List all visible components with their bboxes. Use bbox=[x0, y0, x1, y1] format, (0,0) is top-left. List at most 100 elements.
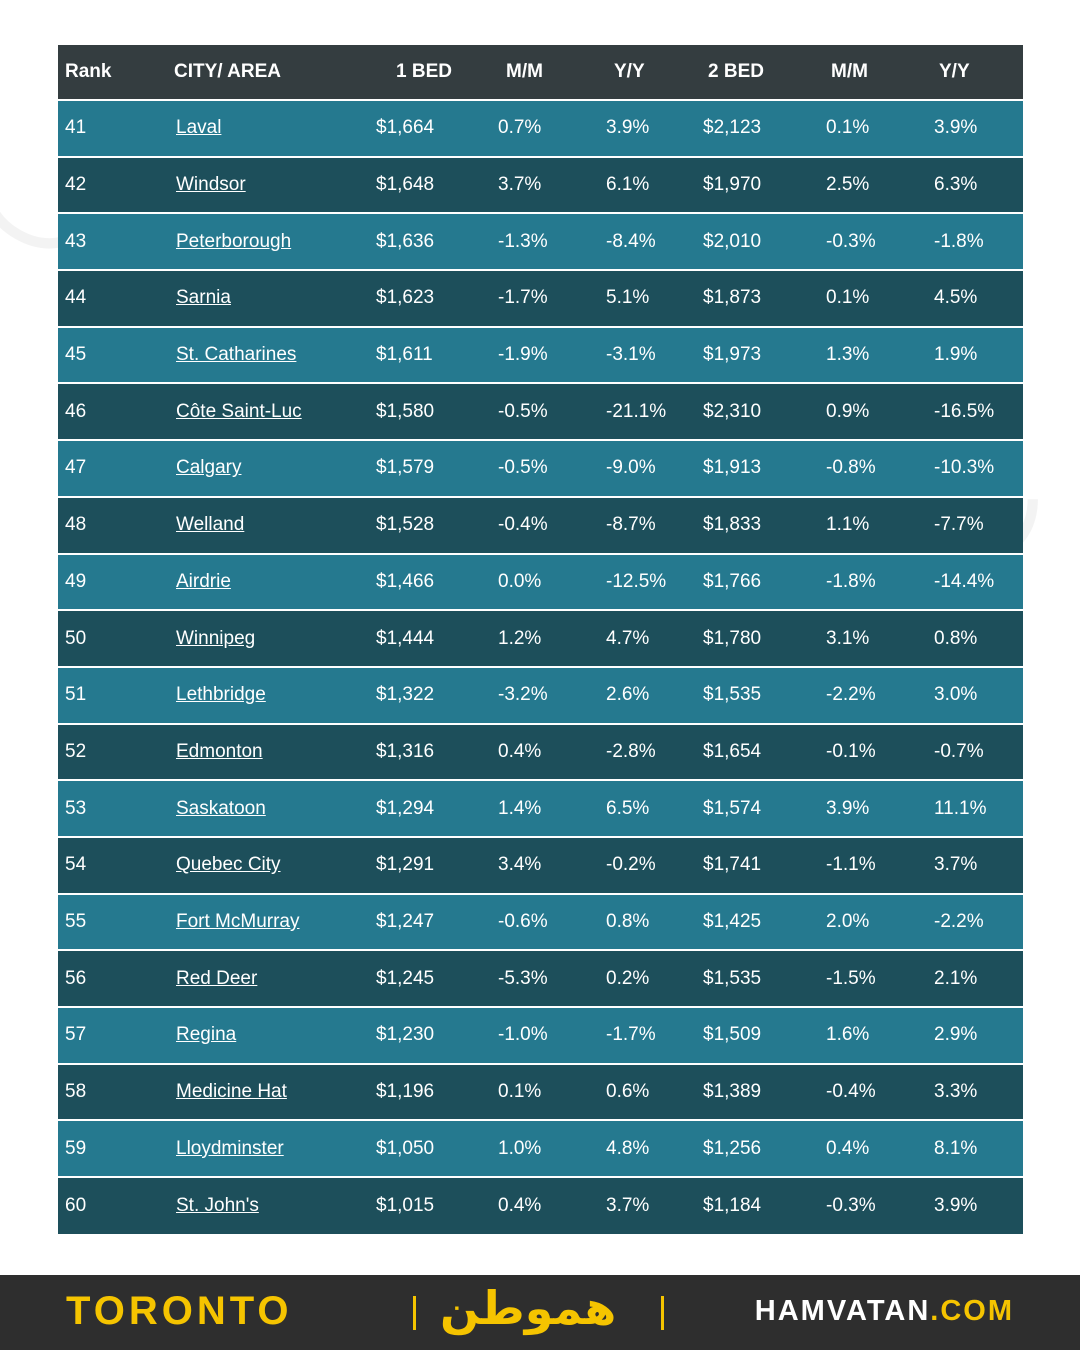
city-link[interactable]: Red Deer bbox=[176, 967, 258, 989]
city-cell[interactable]: Regina bbox=[166, 1007, 366, 1064]
city-cell[interactable]: Medicine Hat bbox=[166, 1064, 366, 1121]
two-bed-yy-cell: -2.2% bbox=[934, 910, 984, 932]
one-bed-yy-cell: 3.9% bbox=[606, 117, 650, 139]
city-cell[interactable]: Saskatoon bbox=[166, 780, 366, 837]
two-bed-cell: $1,654 bbox=[703, 740, 762, 762]
rank-cell: 49 bbox=[65, 570, 87, 592]
hamvatan-logo: هموطن bbox=[440, 1281, 617, 1335]
two-bed-yy-cell: 2.9% bbox=[934, 1024, 978, 1046]
rank-cell: 41 bbox=[65, 117, 87, 139]
two-bed-yy-cell: -14.4% bbox=[934, 570, 995, 592]
rank-cell: 54 bbox=[65, 854, 87, 876]
city-link[interactable]: Calgary bbox=[176, 457, 242, 479]
two-bed-yy-cell: 3.7% bbox=[934, 854, 978, 876]
rank-cell: 44 bbox=[65, 287, 87, 309]
table-row: 60 St. John's $1,015 0.4% 3.7% $1,184 -0.3% 3.9… bbox=[58, 1177, 1023, 1234]
rank-cell: 59 bbox=[65, 1137, 87, 1159]
two-bed-cell: $1,766 bbox=[703, 570, 762, 592]
one-bed-cell: $1,294 bbox=[376, 797, 435, 819]
one-bed-mm-cell: -1.0% bbox=[498, 1024, 548, 1046]
rank-cell: 51 bbox=[65, 684, 87, 706]
table-row: 49 Airdrie $1,466 0.0% -12.5% $1,766 -1.8% -14.… bbox=[58, 553, 1023, 611]
city-cell[interactable]: Calgary bbox=[166, 440, 366, 497]
footer-bar: TORONTO هموطن HAMVATAN.COM bbox=[0, 1275, 1080, 1350]
city-link[interactable]: Winnipeg bbox=[176, 627, 256, 649]
one-bed-cell: $1,579 bbox=[376, 457, 435, 479]
one-bed-cell: $1,580 bbox=[376, 400, 435, 422]
one-bed-yy-cell: 6.1% bbox=[606, 174, 650, 196]
city-cell[interactable]: St. John's bbox=[166, 1177, 366, 1234]
city-cell[interactable]: Sarnia bbox=[166, 270, 366, 327]
city-link[interactable]: Sarnia bbox=[176, 287, 231, 309]
one-bed-cell: $1,664 bbox=[376, 117, 435, 139]
city-cell[interactable]: Winnipeg bbox=[166, 610, 366, 667]
city-link[interactable]: Airdrie bbox=[176, 570, 231, 592]
rank-cell: 52 bbox=[65, 740, 87, 762]
two-bed-mm-cell: 0.1% bbox=[826, 117, 870, 139]
rank-cell: 50 bbox=[65, 627, 87, 649]
city-cell[interactable]: Edmonton bbox=[166, 724, 366, 781]
city-cell[interactable]: Fort McMurray bbox=[166, 894, 366, 951]
two-bed-yy-cell: -10.3% bbox=[934, 457, 995, 479]
city-link[interactable]: Windsor bbox=[176, 174, 246, 196]
one-bed-mm-cell: -0.5% bbox=[498, 457, 548, 479]
city-link[interactable]: Edmonton bbox=[176, 740, 263, 762]
one-bed-mm-cell: -1.7% bbox=[498, 287, 548, 309]
city-cell[interactable]: Windsor bbox=[166, 157, 366, 214]
two-bed-mm-cell: -0.3% bbox=[826, 230, 876, 252]
footer-site-tld: .COM bbox=[930, 1295, 1014, 1327]
rank-cell: 56 bbox=[65, 967, 87, 989]
city-link[interactable]: Lethbridge bbox=[176, 684, 266, 706]
one-bed-mm-cell: -0.5% bbox=[498, 400, 548, 422]
one-bed-yy-cell: -8.4% bbox=[606, 230, 656, 252]
two-bed-mm-cell: -1.1% bbox=[826, 854, 876, 876]
table-row: 45 St. Catharines $1,611 -1.9% -3.1% $1,973 1.… bbox=[58, 326, 1023, 384]
table-row: 46 Côte Saint-Luc $1,580 -0.5% -21.1% $2,310 0… bbox=[58, 383, 1023, 441]
table-row: 59 Lloydminster $1,050 1.0% 4.8% $1,256 0.4% 8.… bbox=[58, 1120, 1023, 1178]
city-cell[interactable]: Quebec City bbox=[166, 837, 366, 894]
two-bed-yy-cell: -0.7% bbox=[934, 740, 984, 762]
rent-table: Rank CITY/ AREA 1 BED M/M Y/Y 2 BED M/M … bbox=[58, 45, 1023, 1234]
city-link[interactable]: Regina bbox=[176, 1024, 237, 1046]
city-link[interactable]: Quebec City bbox=[176, 854, 281, 876]
footer-site-name: HAMVATAN bbox=[754, 1295, 931, 1327]
city-cell[interactable]: Lloydminster bbox=[166, 1120, 366, 1177]
city-cell[interactable]: Peterborough bbox=[166, 213, 366, 270]
city-cell[interactable]: Airdrie bbox=[166, 554, 366, 611]
one-bed-cell: $1,623 bbox=[376, 287, 435, 309]
rank-cell: 55 bbox=[65, 910, 87, 932]
city-cell[interactable]: Lethbridge bbox=[166, 667, 366, 724]
footer-website[interactable]: HAMVATAN.COM bbox=[755, 1295, 1014, 1328]
one-bed-yy-cell: -1.7% bbox=[606, 1024, 656, 1046]
one-bed-yy-cell: 4.8% bbox=[606, 1137, 650, 1159]
col-header-2bed: 2 BED bbox=[708, 61, 764, 82]
city-link[interactable]: Welland bbox=[176, 514, 245, 536]
one-bed-cell: $1,648 bbox=[376, 174, 435, 196]
two-bed-cell: $1,913 bbox=[703, 457, 762, 479]
city-link[interactable]: Saskatoon bbox=[176, 797, 266, 819]
city-link[interactable]: Lloydminster bbox=[176, 1137, 284, 1159]
two-bed-mm-cell: 0.9% bbox=[826, 400, 870, 422]
rank-cell: 57 bbox=[65, 1024, 87, 1046]
table-row: 48 Welland $1,528 -0.4% -8.7% $1,833 1.1% -7.7% bbox=[58, 496, 1023, 554]
city-link[interactable]: Medicine Hat bbox=[176, 1081, 287, 1103]
city-cell[interactable]: Welland bbox=[166, 497, 366, 554]
city-cell[interactable]: Laval bbox=[166, 100, 366, 157]
one-bed-yy-cell: -3.1% bbox=[606, 344, 656, 366]
col-header-city: CITY/ AREA bbox=[174, 61, 281, 82]
city-cell[interactable]: St. Catharines bbox=[166, 327, 366, 384]
city-link[interactable]: St. Catharines bbox=[176, 344, 297, 366]
city-cell[interactable]: Côte Saint-Luc bbox=[166, 383, 366, 440]
rank-cell: 48 bbox=[65, 514, 87, 536]
two-bed-cell: $1,970 bbox=[703, 174, 762, 196]
two-bed-cell: $2,123 bbox=[703, 117, 762, 139]
city-link[interactable]: St. John's bbox=[176, 1194, 259, 1216]
city-link[interactable]: Côte Saint-Luc bbox=[176, 400, 302, 422]
city-link[interactable]: Peterborough bbox=[176, 230, 292, 252]
city-cell[interactable]: Red Deer bbox=[166, 950, 366, 1007]
city-link[interactable]: Fort McMurray bbox=[176, 910, 300, 932]
table-row: 41 Laval $1,664 0.7% 3.9% $2,123 0.1% 3.9% bbox=[58, 100, 1023, 157]
table-row: 54 Quebec City $1,291 3.4% -0.2% $1,741 -1.1% 3… bbox=[58, 836, 1023, 894]
city-link[interactable]: Laval bbox=[176, 117, 222, 139]
one-bed-mm-cell: -1.9% bbox=[498, 344, 548, 366]
